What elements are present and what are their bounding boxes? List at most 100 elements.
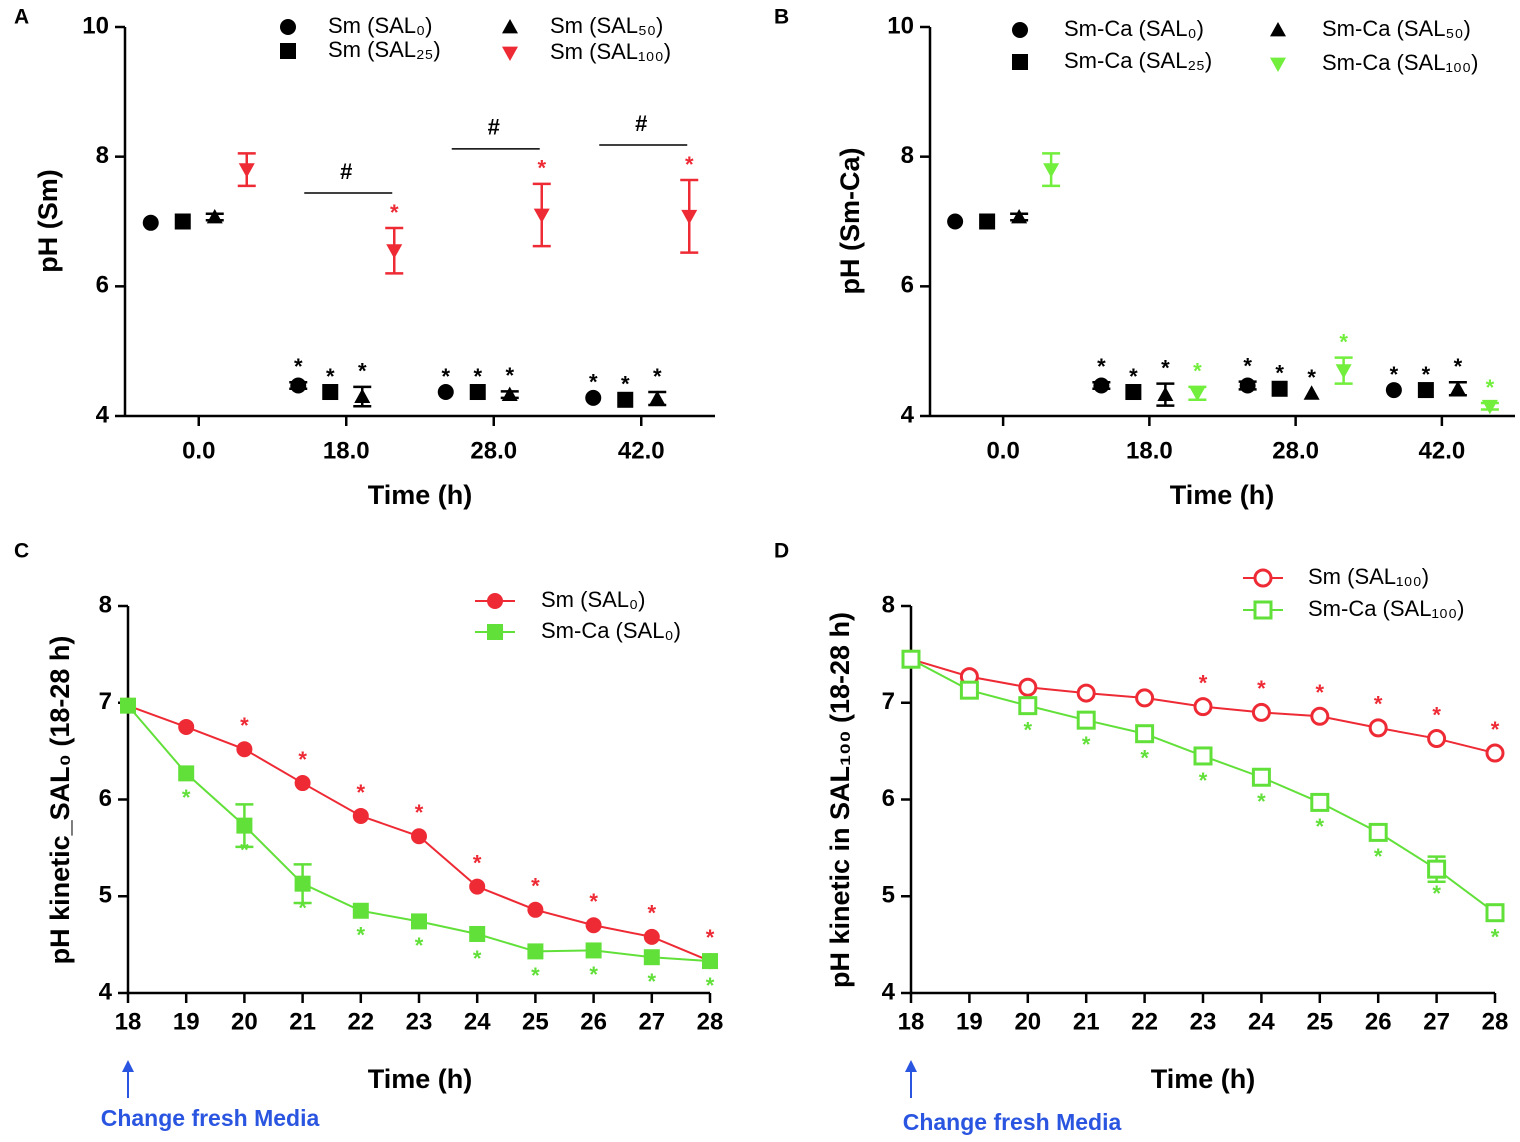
legend-marker — [1253, 600, 1273, 620]
annotation: Change fresh Media — [903, 1109, 1122, 1135]
legend-label: Sm-Ca (SAL₀) — [1064, 16, 1204, 41]
data-point — [533, 208, 550, 224]
significance: * — [1140, 746, 1149, 771]
data-point — [1368, 822, 1388, 842]
significance: * — [653, 364, 662, 389]
x-tick-label: 20 — [1014, 1008, 1041, 1035]
data-point — [501, 386, 518, 402]
significance: * — [441, 364, 450, 389]
data-point — [411, 828, 427, 845]
legend-label: Sm (SAL₀) — [328, 13, 432, 38]
significance: * — [298, 895, 307, 920]
x-tick-label: 22 — [1131, 1008, 1158, 1035]
significance: * — [326, 364, 335, 389]
significance: * — [1339, 329, 1348, 354]
y-tick-label: 4 — [901, 401, 915, 428]
data-point — [386, 244, 403, 259]
x-tick-label: 19 — [956, 1008, 983, 1035]
x-tick-label: 18 — [898, 1008, 925, 1035]
significance: * — [1491, 925, 1500, 950]
data-point — [120, 697, 136, 714]
data-point — [702, 953, 718, 970]
significance: * — [537, 156, 546, 181]
significance: * — [473, 946, 482, 971]
significance: * — [1374, 692, 1383, 717]
x-tick-label: 27 — [1423, 1008, 1450, 1035]
y-tick-label: 5 — [882, 882, 895, 909]
data-point — [979, 213, 996, 230]
data-point — [1157, 386, 1174, 402]
significance: * — [298, 747, 307, 772]
y-tick-label: 4 — [96, 401, 110, 428]
significance: * — [1422, 362, 1431, 387]
data-point — [1043, 163, 1060, 178]
data-point — [1193, 746, 1213, 766]
data-point — [1018, 677, 1038, 697]
legend-marker — [502, 19, 518, 34]
legend-marker — [1270, 22, 1286, 37]
significance: * — [589, 889, 598, 914]
annotation: Change fresh Media — [101, 1105, 320, 1131]
data-point — [469, 384, 486, 401]
data-point — [1310, 792, 1330, 812]
y-tick-label: 8 — [99, 591, 112, 618]
significance: * — [1199, 768, 1208, 793]
data-point — [1125, 384, 1142, 401]
data-point — [527, 901, 544, 918]
significance: * — [589, 962, 598, 987]
data-point — [585, 917, 602, 934]
data-point — [290, 377, 307, 394]
data-point — [354, 388, 371, 403]
x-tick-label: 23 — [1190, 1008, 1217, 1035]
significance: * — [473, 364, 482, 389]
significance: * — [1193, 359, 1202, 384]
legend-marker — [502, 46, 518, 61]
x-tick-label: 18.0 — [1126, 437, 1173, 464]
significance: * — [240, 837, 249, 862]
x-tick-label: 18 — [115, 1008, 142, 1035]
significance: * — [589, 370, 598, 395]
x-tick-label: 27 — [638, 1008, 665, 1035]
data-point — [352, 807, 369, 824]
significance: * — [531, 874, 540, 899]
data-point — [174, 213, 191, 230]
x-tick-label: 0.0 — [986, 437, 1019, 464]
x-tick-label: 20 — [231, 1008, 258, 1035]
significance: * — [1082, 732, 1091, 757]
data-point — [236, 741, 253, 758]
x-tick-label: 21 — [289, 1008, 316, 1035]
legend-label: Sm (SAL₀) — [541, 587, 645, 612]
data-point — [1193, 697, 1213, 717]
significance: * — [685, 152, 694, 177]
y-tick-label: 4 — [99, 978, 113, 1005]
significance: * — [648, 901, 657, 926]
data-point — [178, 765, 195, 782]
x-tick-label: 28 — [1482, 1008, 1509, 1035]
y-tick-label: 6 — [882, 785, 895, 812]
x-axis-title: Time (h) — [368, 480, 473, 510]
data-point — [1251, 767, 1271, 787]
x-tick-label: 18.0 — [323, 437, 370, 464]
y-tick-label: 7 — [99, 688, 112, 715]
x-tick-label: 21 — [1073, 1008, 1100, 1035]
significance: * — [1257, 676, 1266, 701]
annotation-arrowhead — [905, 1060, 917, 1072]
data-point — [411, 913, 427, 930]
legend-label: Sm (SAL₅₀) — [550, 13, 663, 38]
legend-label: Sm-Ca (SAL₂₅) — [1064, 48, 1212, 73]
x-axis-title: Time (h) — [1170, 480, 1275, 510]
data-point — [527, 943, 544, 960]
data-point — [178, 718, 195, 735]
data-point — [643, 949, 660, 966]
y-tick-label: 8 — [901, 142, 914, 169]
panel-label: A — [14, 6, 29, 29]
legend-marker — [1270, 57, 1286, 72]
significance: * — [357, 780, 366, 805]
data-point — [1018, 696, 1038, 716]
legend-label: Sm (SAL₁₀₀) — [1308, 564, 1429, 589]
significance: * — [1024, 717, 1033, 742]
x-tick-label: 42.0 — [1419, 437, 1466, 464]
panel-label: B — [774, 6, 789, 29]
y-axis-title: pH (Sm-Ca) — [835, 148, 865, 295]
